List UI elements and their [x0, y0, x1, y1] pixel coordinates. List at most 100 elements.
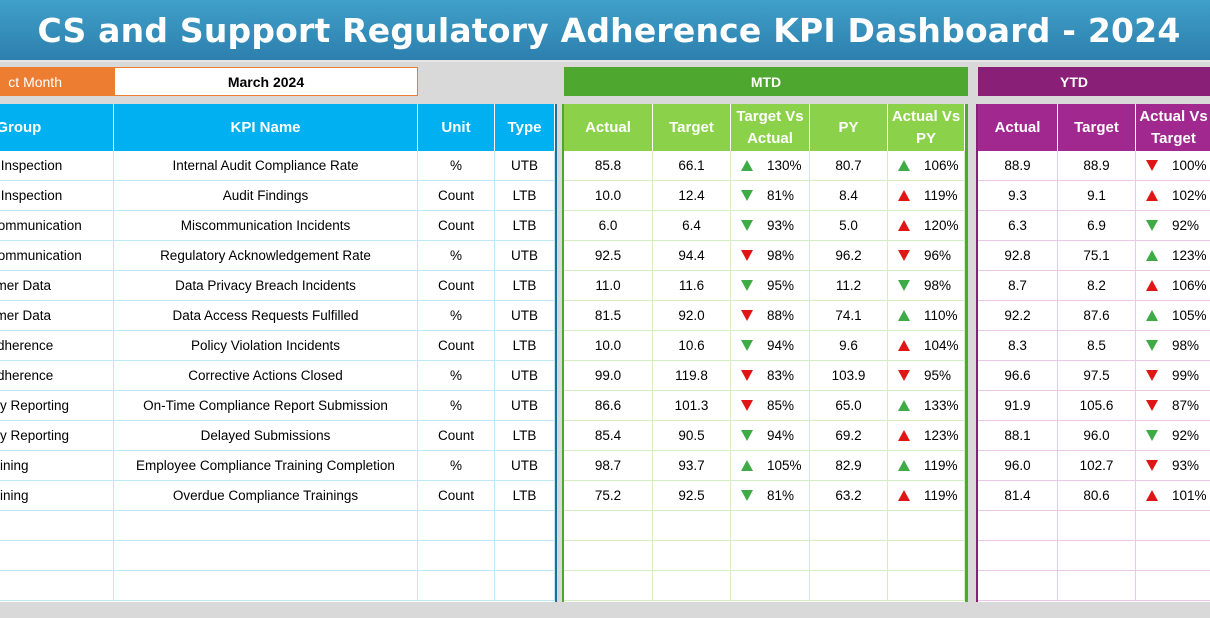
- kpi-group-cell: omer Data: [0, 301, 114, 331]
- header-mtd-target-vs-actual: Target Vs Actual: [731, 104, 810, 151]
- percent-value: 119%: [924, 488, 958, 503]
- table-row: 8.3 8.5 98%: [978, 331, 1210, 361]
- type-cell: UTB: [495, 451, 555, 481]
- mtd-target-vs-actual-cell: 105%: [731, 451, 810, 481]
- kpi-name-cell: Overdue Compliance Trainings: [114, 481, 418, 511]
- table-row: 8.7 8.2 106%: [978, 271, 1210, 301]
- mtd-target-cell: 94.4: [653, 241, 731, 271]
- mtd-target-cell: 12.4: [653, 181, 731, 211]
- table-row: Communication Regulatory Acknowledgement …: [0, 241, 555, 271]
- mtd-actual-cell: 85.4: [564, 421, 653, 451]
- percent-value: 93%: [767, 218, 795, 233]
- mtd-section-header: MTD: [564, 67, 968, 96]
- arrow-down-icon: [741, 340, 753, 351]
- ytd-target-cell: 75.1: [1058, 241, 1136, 271]
- ytd-actual-cell: [978, 541, 1058, 571]
- mtd-actual-cell: [564, 511, 653, 541]
- mtd-table: Actual Target Target Vs Actual PY Actual…: [562, 104, 968, 602]
- ytd-target-cell: [1058, 541, 1136, 571]
- ytd-actual-vs-target-cell: [1136, 571, 1210, 601]
- percent-value: 98%: [1172, 338, 1200, 353]
- table-row: 6.0 6.4 93% 5.0 120%: [564, 211, 965, 241]
- ytd-target-cell: 96.0: [1058, 421, 1136, 451]
- ytd-actual-vs-target-cell: 92%: [1136, 211, 1210, 241]
- mtd-actual-vs-py-cell: [888, 571, 965, 601]
- mtd-target-cell: 92.5: [653, 481, 731, 511]
- arrow-down-icon: [898, 370, 910, 381]
- ytd-actual-cell: 9.3: [978, 181, 1058, 211]
- table-row: 85.8 66.1 130% 80.7 106%: [564, 151, 965, 181]
- type-cell: UTB: [495, 151, 555, 181]
- mtd-target-vs-actual-cell: [731, 541, 810, 571]
- percent-value: 93%: [1172, 458, 1200, 473]
- arrow-up-icon: [1146, 250, 1158, 261]
- ytd-target-cell: 80.6: [1058, 481, 1136, 511]
- table-row: 92.2 87.6 105%: [978, 301, 1210, 331]
- mtd-py-cell: 80.7: [810, 151, 888, 181]
- kpi-group-text: raining: [0, 458, 29, 473]
- dashboard-title: CS and Support Regulatory Adherence KPI …: [37, 10, 1181, 50]
- table-row: 92.5 94.4 98% 96.2 96%: [564, 241, 965, 271]
- header-ytd-target: Target: [1058, 104, 1136, 151]
- mtd-actual-vs-py-cell: 106%: [888, 151, 965, 181]
- mtd-target-vs-actual-cell: [731, 571, 810, 601]
- mtd-actual-vs-py-cell: 133%: [888, 391, 965, 421]
- arrow-up-icon: [741, 460, 753, 471]
- mtd-actual-vs-py-cell: 119%: [888, 181, 965, 211]
- table-row: 9.3 9.1 102%: [978, 181, 1210, 211]
- percent-value: 94%: [767, 428, 795, 443]
- ytd-actual-vs-target-cell: 101%: [1136, 481, 1210, 511]
- mtd-py-cell: 74.1: [810, 301, 888, 331]
- mtd-py-cell: [810, 511, 888, 541]
- mtd-actual-cell: 92.5: [564, 241, 653, 271]
- percent-value: 106%: [1172, 278, 1207, 293]
- type-cell: UTB: [495, 361, 555, 391]
- type-cell: LTB: [495, 181, 555, 211]
- percent-value: 87%: [1172, 398, 1200, 413]
- ytd-actual-vs-target-cell: 106%: [1136, 271, 1210, 301]
- percent-value: 83%: [767, 368, 795, 383]
- arrow-down-icon: [741, 280, 753, 291]
- kpi-group-text: Adherence: [0, 368, 54, 383]
- unit-cell: %: [418, 451, 495, 481]
- arrow-up-icon: [898, 190, 910, 201]
- mtd-target-cell: [653, 511, 731, 541]
- mtd-target-vs-actual-cell: 81%: [731, 481, 810, 511]
- unit-cell: %: [418, 151, 495, 181]
- percent-value: 123%: [924, 428, 959, 443]
- arrow-down-icon: [1146, 370, 1158, 381]
- arrow-down-icon: [1146, 220, 1158, 231]
- ytd-actual-cell: 92.2: [978, 301, 1058, 331]
- percent-value: 88%: [767, 308, 795, 323]
- kpi-group-text: ory Reporting: [0, 428, 70, 443]
- ytd-actual-cell: 6.3: [978, 211, 1058, 241]
- kpi-group-cell: [0, 511, 114, 541]
- percent-value: 104%: [924, 338, 959, 353]
- percent-value: 105%: [1172, 308, 1207, 323]
- mtd-actual-vs-py-cell: 119%: [888, 451, 965, 481]
- table-row: 91.9 105.6 87%: [978, 391, 1210, 421]
- header-mtd-actual-vs-py: Actual Vs PY: [888, 104, 965, 151]
- kpi-group-text: omer Data: [0, 278, 52, 293]
- mtd-target-cell: 101.3: [653, 391, 731, 421]
- mtd-py-cell: 69.2: [810, 421, 888, 451]
- table-row: 81.4 80.6 101%: [978, 481, 1210, 511]
- mtd-target-vs-actual-cell: 85%: [731, 391, 810, 421]
- ytd-actual-vs-target-cell: 100%: [1136, 151, 1210, 181]
- mtd-target-vs-actual-cell: 93%: [731, 211, 810, 241]
- percent-value: 130%: [767, 158, 802, 173]
- percent-value: 120%: [924, 218, 959, 233]
- percent-value: 95%: [767, 278, 795, 293]
- select-month-dropdown[interactable]: March 2024: [114, 67, 418, 96]
- table-row: 88.9 88.9 100%: [978, 151, 1210, 181]
- kpi-group-cell: [0, 541, 114, 571]
- mtd-actual-cell: 81.5: [564, 301, 653, 331]
- unit-cell: %: [418, 361, 495, 391]
- arrow-down-icon: [741, 400, 753, 411]
- ytd-actual-vs-target-cell: 105%: [1136, 301, 1210, 331]
- table-row: 10.0 10.6 94% 9.6 104%: [564, 331, 965, 361]
- percent-value: 85%: [767, 398, 795, 413]
- mtd-actual-vs-py-cell: 96%: [888, 241, 965, 271]
- type-cell: UTB: [495, 391, 555, 421]
- ytd-target-cell: 8.5: [1058, 331, 1136, 361]
